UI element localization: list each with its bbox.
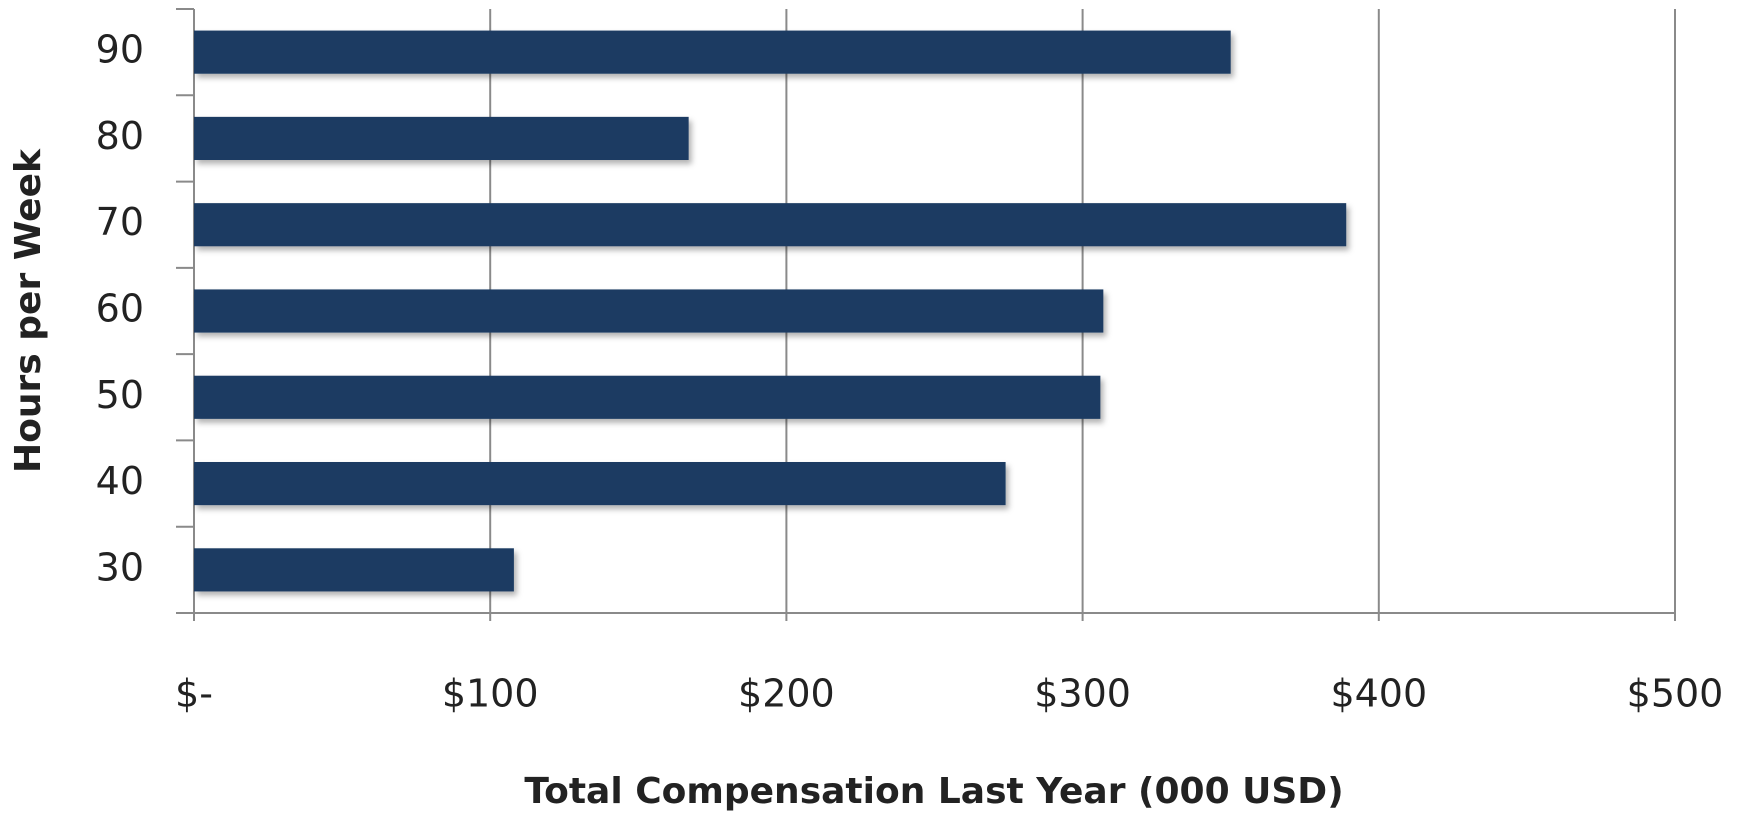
x-tick-label: $200 xyxy=(738,672,835,716)
y-tick-label: 50 xyxy=(96,373,144,417)
y-tick-label: 90 xyxy=(96,28,144,72)
y-tick-label: 30 xyxy=(96,545,144,589)
x-tick-label: $- xyxy=(175,672,213,716)
y-tick-label: 40 xyxy=(96,459,144,503)
bar xyxy=(194,375,1101,419)
bar xyxy=(194,116,689,160)
bar xyxy=(194,462,1006,506)
x-tick-label: $400 xyxy=(1330,672,1427,716)
bar xyxy=(194,548,514,592)
bar xyxy=(194,203,1347,247)
bar xyxy=(194,30,1231,74)
y-tick-label: 80 xyxy=(96,114,144,158)
y-tick-label: 60 xyxy=(96,287,144,331)
x-axis-title: Total Compensation Last Year (000 USD) xyxy=(524,771,1343,812)
y-tick-label: 70 xyxy=(96,200,144,244)
y-axis-title: Hours per Week xyxy=(8,148,49,473)
x-tick-label: $100 xyxy=(442,672,539,716)
bar xyxy=(194,289,1104,333)
x-tick-label: $300 xyxy=(1034,672,1131,716)
x-tick-label: $500 xyxy=(1627,672,1724,716)
